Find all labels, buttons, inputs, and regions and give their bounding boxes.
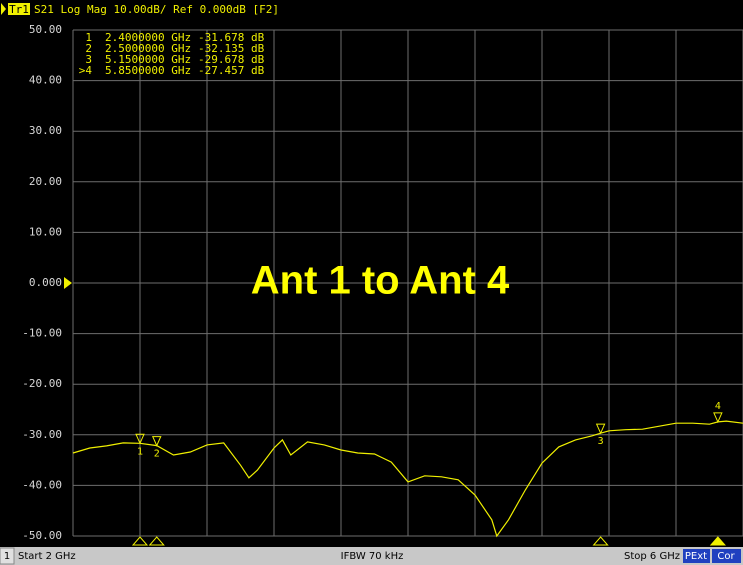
marker-freq: 2.5000000 GHz (105, 42, 191, 55)
marker-triangle (713, 412, 723, 424)
marker-row-label: 1 (85, 31, 92, 44)
marker-axis-triangle (131, 536, 149, 546)
marker-level: -29.678 dB (198, 53, 265, 66)
marker-axis-triangle (592, 536, 609, 546)
cor-label: Cor (717, 551, 735, 562)
trace (72, 420, 743, 538)
cor-box[interactable] (712, 549, 741, 563)
channel-box[interactable] (0, 547, 15, 565)
pext-label: PExt (685, 551, 707, 562)
trace-title: S21 Log Mag 10.00dB/ Ref 0.000dB [F2] (34, 3, 279, 16)
annotation: Ant 1 to Ant 4 (251, 259, 510, 303)
y-tick-label: 50.00 (29, 23, 62, 36)
marker-freq: 2.4000000 GHz (105, 31, 191, 44)
channel-label: 1 (4, 551, 10, 562)
start-label: Start 2 GHz (18, 551, 76, 562)
trace-label: Tr1 (9, 3, 29, 16)
trace-indicator (1, 3, 6, 15)
trace-badge[interactable] (8, 3, 30, 15)
y-tick-label: -40.00 (22, 478, 62, 491)
marker-row-label: 2 (85, 42, 92, 55)
y-tick-label: 0.000 (29, 276, 62, 289)
marker-id: 2 (154, 449, 160, 460)
header-bar (0, 0, 743, 18)
marker-triangle (595, 423, 606, 435)
stop-label: Stop 6 GHz (624, 551, 680, 562)
y-tick-label: -10.00 (22, 327, 62, 340)
marker-freq: 5.8500000 GHz (105, 64, 191, 77)
marker-triangle (151, 436, 162, 447)
marker-row-label: 3 (85, 53, 92, 66)
marker-level: -27.457 dB (198, 64, 265, 77)
marker-level: -31.678 dB (198, 31, 265, 44)
marker-triangle (135, 433, 145, 445)
y-tick-label: 20.00 (29, 175, 62, 188)
marker-row-label: >4 (79, 64, 93, 77)
marker-id: 4 (715, 401, 721, 412)
marker-axis-triangle (709, 536, 726, 546)
marker-id: 3 (598, 436, 604, 447)
marker-freq: 5.1500000 GHz (105, 53, 191, 66)
ref-indicator (64, 277, 72, 289)
status-bar (0, 547, 743, 565)
marker-id: 1 (137, 446, 143, 457)
y-tick-label: 30.00 (29, 124, 62, 137)
y-tick-label: -20.00 (22, 377, 62, 390)
marker-axis-triangle (148, 536, 165, 546)
pext-box[interactable] (683, 549, 710, 563)
y-tick-label: -50.00 (22, 529, 62, 542)
marker-level: -32.135 dB (198, 42, 265, 55)
y-tick-label: 40.00 (29, 74, 62, 87)
ifbw-label: IFBW 70 kHz (341, 551, 404, 562)
plot: 50.00 40.00 30.00 20.00 10.00 0.000 -10.00 -20.… (22, 23, 743, 546)
y-tick-label: -30.00 (22, 428, 62, 441)
y-tick-label: 10.00 (29, 225, 62, 238)
